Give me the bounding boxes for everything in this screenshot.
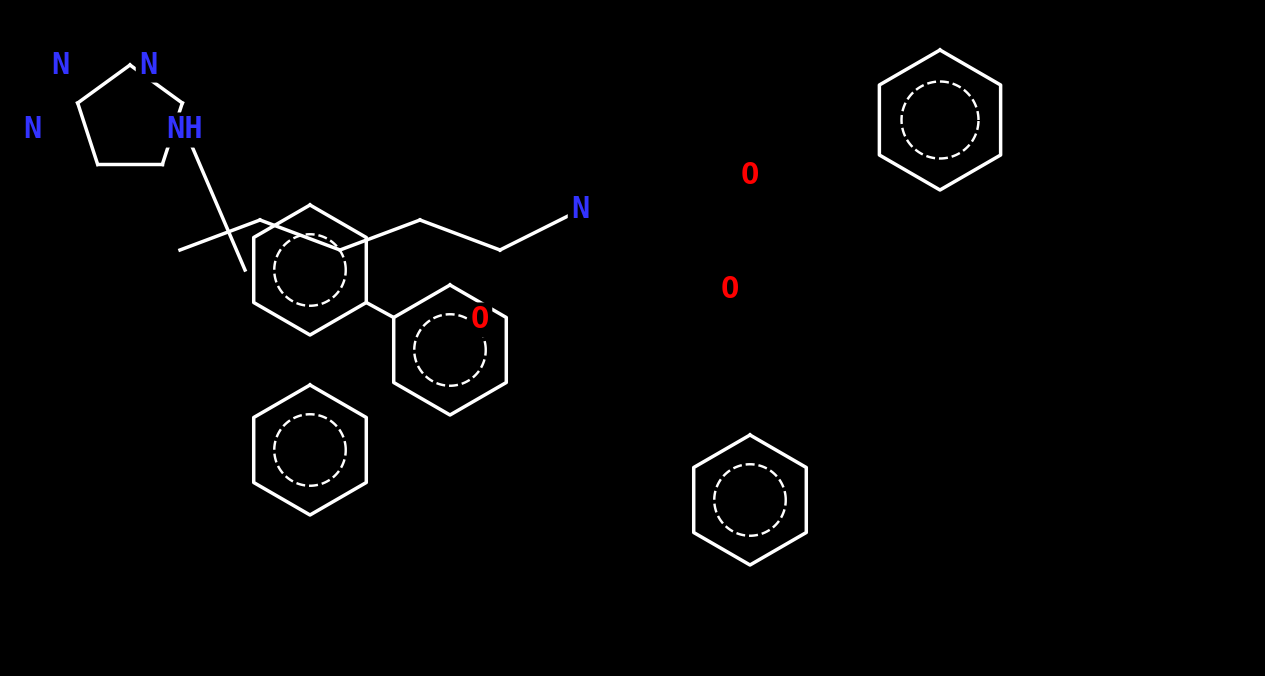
Text: O: O xyxy=(721,276,739,304)
Text: NH: NH xyxy=(167,116,204,145)
Text: N: N xyxy=(571,195,589,224)
Text: N: N xyxy=(51,51,70,80)
Text: N: N xyxy=(139,51,157,80)
Text: O: O xyxy=(741,160,759,189)
Text: O: O xyxy=(471,306,490,335)
Text: N: N xyxy=(23,116,42,145)
